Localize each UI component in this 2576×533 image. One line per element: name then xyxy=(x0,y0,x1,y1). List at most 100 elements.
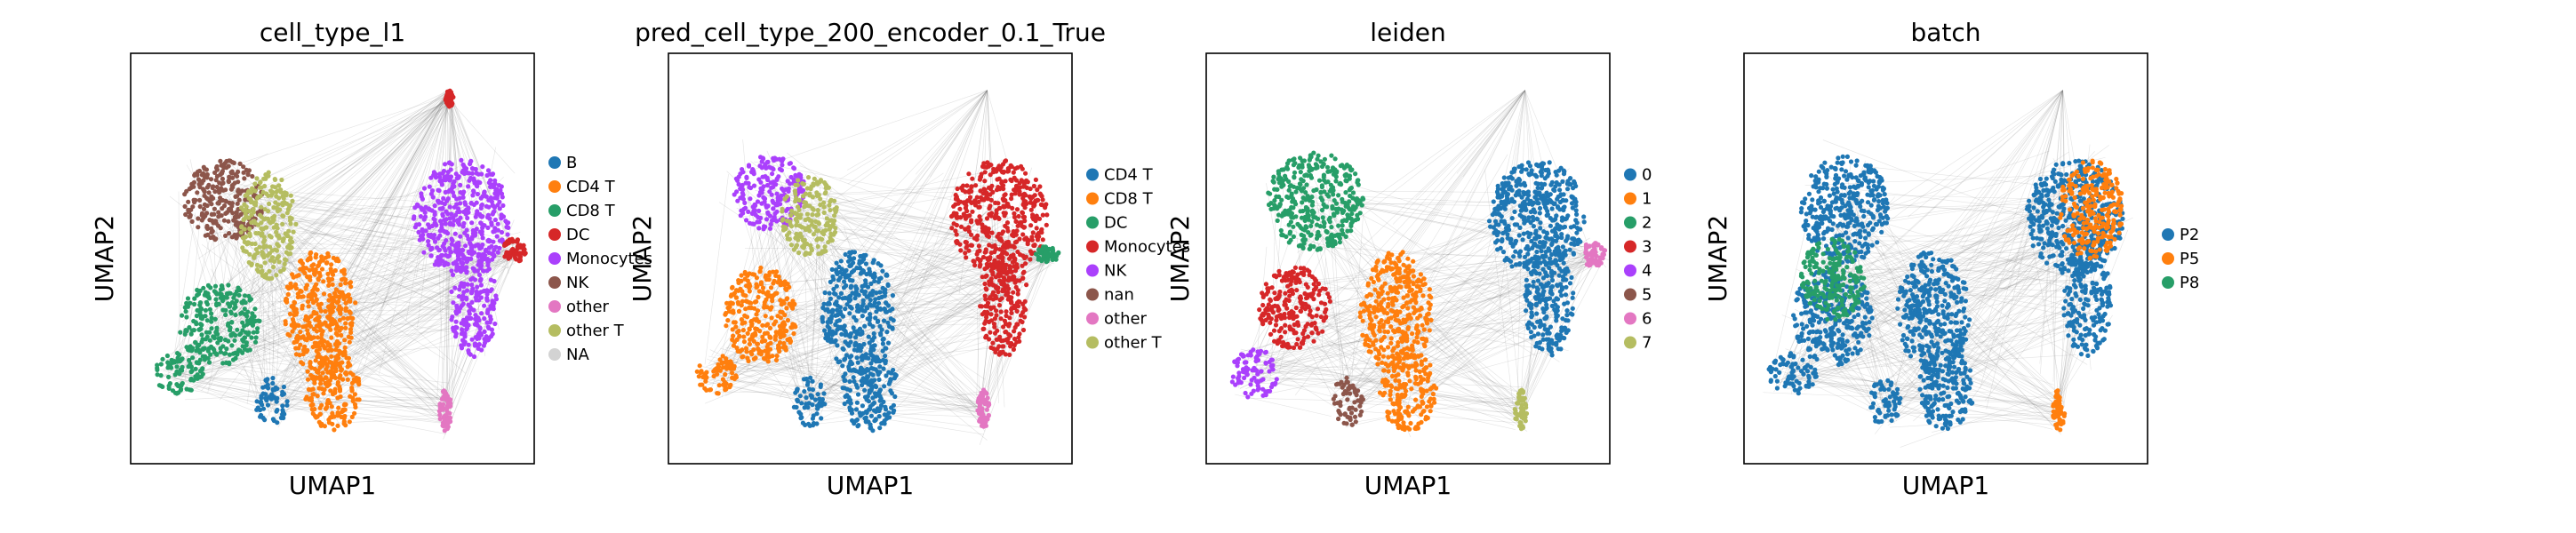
edge-line xyxy=(737,199,807,408)
data-point xyxy=(293,352,299,357)
data-point xyxy=(788,212,794,218)
data-point xyxy=(193,340,198,346)
data-point xyxy=(854,305,860,310)
edge-line xyxy=(340,364,454,414)
data-point xyxy=(828,208,833,213)
data-point xyxy=(773,156,780,162)
edge-line xyxy=(804,192,1005,408)
data-point xyxy=(330,272,336,277)
data-point xyxy=(453,331,459,337)
data-point xyxy=(850,418,855,423)
data-point xyxy=(700,382,705,387)
data-point xyxy=(772,337,778,342)
edge-line xyxy=(753,90,988,387)
data-point xyxy=(1024,201,1029,206)
data-point xyxy=(843,378,848,383)
data-point xyxy=(204,195,210,201)
data-point xyxy=(228,187,234,192)
data-point xyxy=(335,423,340,428)
data-point xyxy=(883,290,888,296)
data-point xyxy=(349,321,355,326)
edge-line xyxy=(860,244,972,328)
data-point xyxy=(1044,222,1049,227)
edge-line xyxy=(204,314,323,403)
data-point xyxy=(291,320,296,325)
data-point xyxy=(236,179,241,185)
data-point xyxy=(296,346,301,351)
data-point xyxy=(220,344,226,349)
data-point xyxy=(990,270,996,275)
data-point xyxy=(337,328,342,333)
data-point xyxy=(206,360,212,365)
data-point xyxy=(720,354,725,359)
data-point xyxy=(1024,282,1029,288)
data-point xyxy=(860,382,865,388)
data-point xyxy=(250,173,255,179)
data-point xyxy=(243,193,248,198)
data-point xyxy=(860,288,865,293)
data-point xyxy=(771,184,776,190)
edge-line xyxy=(781,231,813,390)
data-point xyxy=(734,189,740,195)
data-point xyxy=(278,268,284,274)
data-point xyxy=(305,377,311,382)
data-point xyxy=(447,216,452,221)
data-point xyxy=(183,211,188,218)
data-point xyxy=(876,377,882,382)
data-point xyxy=(315,354,320,360)
data-point xyxy=(764,217,770,222)
data-point xyxy=(993,246,998,252)
data-point xyxy=(998,236,1004,242)
data-point xyxy=(985,300,991,306)
data-point xyxy=(773,273,779,278)
data-point xyxy=(506,220,511,226)
data-point xyxy=(319,402,324,408)
edge-line xyxy=(704,173,729,365)
data-point xyxy=(467,178,472,183)
data-point xyxy=(237,161,243,166)
data-point xyxy=(234,235,239,241)
edge-line xyxy=(334,90,450,265)
data-point xyxy=(766,277,772,282)
data-point xyxy=(460,338,466,344)
data-point xyxy=(774,290,780,296)
data-point xyxy=(454,305,460,310)
data-point xyxy=(189,346,196,351)
data-point xyxy=(488,178,493,183)
edge-line xyxy=(813,390,983,423)
data-point xyxy=(478,290,484,295)
data-point xyxy=(1020,211,1026,216)
data-point xyxy=(321,391,326,396)
data-point xyxy=(994,208,999,213)
data-point xyxy=(308,251,313,257)
data-point xyxy=(801,377,807,382)
data-point xyxy=(736,181,741,187)
data-point xyxy=(977,259,983,264)
data-point xyxy=(848,331,853,337)
data-point xyxy=(793,244,799,250)
data-point xyxy=(254,330,260,335)
data-point xyxy=(1036,197,1041,203)
data-point xyxy=(780,163,785,168)
data-point xyxy=(1030,212,1036,218)
edge-line xyxy=(281,100,449,212)
data-point xyxy=(316,314,322,320)
data-point xyxy=(174,382,180,387)
data-point xyxy=(306,304,311,309)
data-point xyxy=(266,209,271,214)
data-point xyxy=(780,345,787,350)
data-point xyxy=(803,422,808,427)
data-point xyxy=(773,203,779,208)
data-point xyxy=(486,325,492,330)
data-point xyxy=(843,251,848,258)
data-point xyxy=(253,335,259,340)
data-point xyxy=(812,176,817,181)
data-point xyxy=(450,184,455,189)
data-point xyxy=(730,284,735,290)
data-point xyxy=(339,332,344,338)
data-point xyxy=(713,367,718,372)
data-point xyxy=(191,179,196,185)
edge-line xyxy=(821,207,984,224)
data-point xyxy=(314,282,319,287)
data-point xyxy=(274,189,279,195)
